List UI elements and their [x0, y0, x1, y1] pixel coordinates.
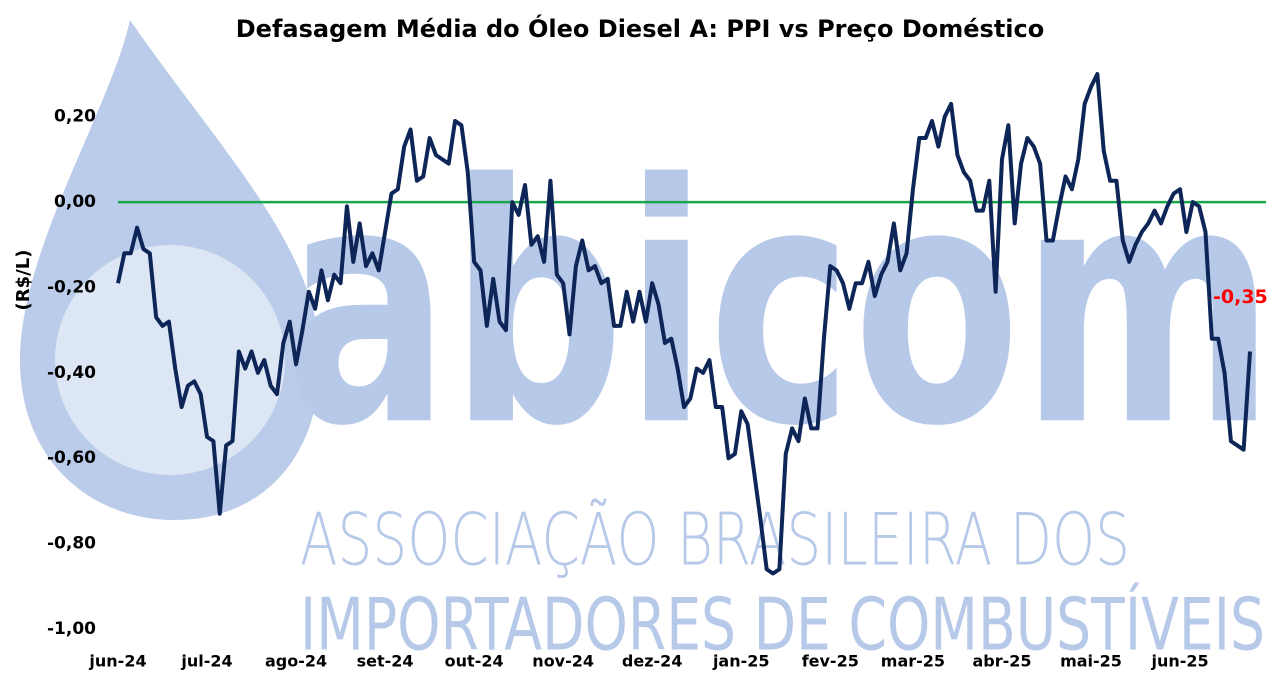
- y-tick-label: 0,00: [54, 192, 96, 212]
- x-tick-label: out-24: [445, 652, 504, 671]
- y-tick-label: -0,80: [47, 534, 96, 554]
- x-tick-label: jan-25: [712, 652, 770, 671]
- watermark-logo: abicom: [285, 114, 1275, 498]
- watermark-globe: [55, 245, 285, 475]
- y-tick-label: 0,20: [54, 107, 96, 127]
- y-tick-label: -0,40: [47, 363, 96, 383]
- x-tick-label: ago-24: [265, 652, 327, 671]
- y-tick-label: -0,60: [47, 448, 96, 468]
- y-tick-label: -1,00: [47, 619, 96, 639]
- x-tick-label: mar-25: [881, 652, 945, 671]
- x-tick-label: jul-24: [180, 652, 232, 671]
- annotation: -0,35: [1213, 286, 1268, 308]
- watermark-line: IMPORTADORES DE COMBUSTÍVEIS: [300, 583, 1265, 667]
- y-tick-label: -0,20: [47, 277, 96, 297]
- x-tick-label: set-24: [357, 652, 414, 671]
- watermark-line: ASSOCIAÇÃO BRASILEIRA DOS: [300, 498, 1130, 582]
- x-tick-label: jun-24: [88, 652, 146, 671]
- y-axis-label: (R$/L): [13, 250, 34, 311]
- x-tick-label: dez-24: [622, 652, 683, 671]
- x-tick-label: mai-25: [1060, 652, 1122, 671]
- x-tick-label: nov-24: [532, 652, 594, 671]
- x-tick-label: fev-25: [802, 652, 859, 671]
- chart-title: Defasagem Média do Óleo Diesel A: PPI vs…: [236, 13, 1045, 43]
- data-line: [116, 72, 1252, 576]
- x-tick-label: abr-25: [972, 652, 1031, 671]
- x-tick-label: jun-25: [1150, 652, 1208, 671]
